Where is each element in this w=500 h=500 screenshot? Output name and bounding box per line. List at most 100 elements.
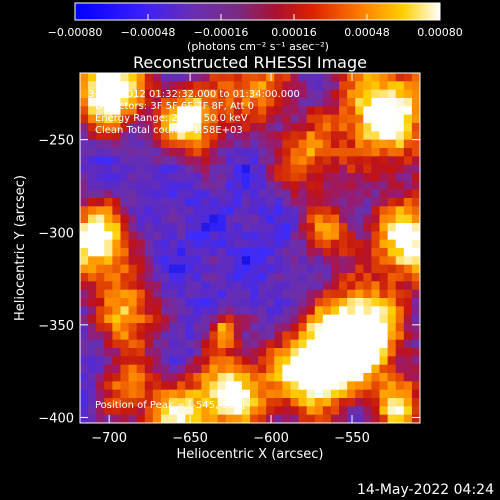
heatmap-cell [160,73,170,82]
heatmap-cell [298,214,308,224]
heatmap-cell [128,123,138,132]
heatmap-cell [225,173,235,182]
heatmap-cell [314,398,324,407]
heatmap-cell [314,98,324,107]
heatmap-cell [233,339,243,349]
heatmap-cell [144,398,154,407]
heatmap-cell [209,373,219,382]
heatmap-cell [193,214,203,224]
heatmap-cell [339,248,348,257]
heatmap-cell [177,106,186,116]
heatmap-cell [241,131,251,141]
heatmap-cell [395,139,405,149]
heatmap-cell [185,98,194,107]
heatmap-cell [250,81,259,91]
heatmap-cell [144,156,154,166]
heatmap-cell [387,106,397,116]
heatmap-cell [144,223,154,232]
heatmap-cell [217,214,227,224]
heatmap-cell [128,181,138,191]
heatmap-cell [339,164,348,174]
heatmap-cell [152,298,162,307]
heatmap-cell [266,181,275,191]
heatmap-cell [152,339,162,349]
heatmap-cell [136,131,146,141]
heatmap-cell [152,398,162,407]
heatmap-cell [258,331,267,341]
heatmap-cell [112,123,122,132]
heatmap-cell [290,81,300,91]
heatmap-cell [104,373,113,382]
heatmap-cell [314,214,324,224]
heatmap-cell [152,73,162,82]
heatmap-cell [144,314,154,324]
heatmap-cell [403,206,413,216]
heatmap-cell [233,264,243,274]
heatmap-cell [298,414,308,423]
heatmap-cell [322,306,332,316]
heatmap-cell [258,389,267,399]
heatmap-cell [282,389,292,399]
heatmap-cell [266,148,275,157]
heatmap-cell [225,181,235,191]
heatmap-cell [193,173,203,182]
heatmap-cell [144,164,154,174]
heatmap-cell [144,389,154,399]
heatmap-cell [411,314,420,324]
heatmap-cell [290,148,300,157]
heatmap-cell [144,214,154,224]
heatmap-cell [371,348,381,357]
heatmap-cell [387,198,397,207]
heatmap-cell [104,264,113,274]
heatmap-cell [322,106,332,116]
heatmap-cell [128,239,138,249]
heatmap-cell [363,114,373,124]
y-axis-label: Heliocentric Y (arcsec) [13,175,28,321]
heatmap-cell [403,248,413,257]
heatmap-cell [209,123,219,132]
heatmap-cell [314,348,324,357]
heatmap-cell [347,131,356,141]
heatmap-cell [355,231,364,241]
heatmap-cell [104,339,113,349]
heatmap-cell [201,231,211,241]
heatmap-cell [160,106,170,116]
heatmap-cell [144,114,154,124]
heatmap-cell [185,181,194,191]
heatmap-cell [306,289,316,299]
heatmap-cell [120,123,130,132]
heatmap-cell [112,206,122,216]
heatmap-cell [266,398,275,407]
heatmap-cell [282,148,292,157]
heatmap-cell [347,314,356,324]
heatmap-cell [387,314,397,324]
heatmap-cell [355,198,364,207]
heatmap-cell [112,414,122,423]
heatmap-cell [387,164,397,174]
heatmap-cell [128,331,138,341]
heatmap-cell [169,281,178,291]
heatmap-cell [250,306,259,316]
heatmap-cell [88,389,97,399]
heatmap-cell [160,114,170,124]
heatmap-cell [241,314,251,324]
heatmap-cell [347,239,356,249]
heatmap-cell [201,223,211,232]
heatmap-cell [258,164,267,174]
heatmap-cell [177,406,186,416]
heatmap-cell [282,323,292,332]
heatmap-cell [339,231,348,241]
heatmap-cell [225,381,235,391]
heatmap-cell [177,73,186,82]
heatmap-cell [144,273,154,282]
heatmap-cell [306,373,316,382]
heatmap-cell [136,339,146,349]
heatmap-cell [88,381,97,391]
heatmap-cell [225,123,235,132]
heatmap-cell [314,381,324,391]
heatmap-cell [395,331,405,341]
heatmap-cell [136,189,146,199]
heatmap-cell [144,281,154,291]
heatmap-cell [201,298,211,307]
heatmap-cell [355,381,364,391]
